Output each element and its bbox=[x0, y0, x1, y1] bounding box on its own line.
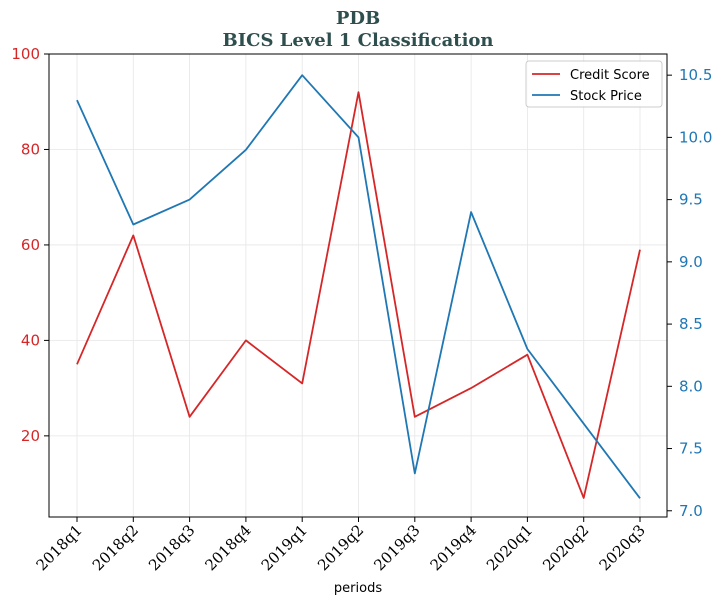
plot-frame bbox=[48, 53, 668, 518]
x-axis-label: periods bbox=[334, 581, 382, 596]
right-tick-label: 9.5 bbox=[679, 191, 703, 209]
x-tick-label: 2020q1 bbox=[483, 521, 536, 574]
right-tick-label: 8.5 bbox=[679, 315, 703, 333]
series-layer bbox=[76, 74, 641, 499]
x-tick-label: 2018q1 bbox=[33, 521, 86, 574]
right-tick-label: 7.0 bbox=[679, 502, 703, 520]
x-tick-label: 2018q2 bbox=[89, 521, 142, 574]
x-tick-label: 2019q3 bbox=[370, 521, 423, 574]
x-tick-label: 2020q2 bbox=[539, 521, 592, 574]
chart-title: PDB bbox=[336, 8, 380, 29]
x-tick-label: 2019q1 bbox=[258, 521, 311, 574]
right-tick-label: 10.5 bbox=[679, 66, 712, 84]
right-tick-label: 10.0 bbox=[679, 128, 712, 146]
axes: 20 40 60 80 100 7.0 7.5 8.0 8.5 9.0 9.5 10.0 10.5 201… bbox=[11, 45, 712, 574]
left-tick-label: 20 bbox=[21, 427, 40, 445]
left-tick-label: 100 bbox=[11, 45, 40, 63]
right-tick-label: 7.5 bbox=[679, 440, 703, 458]
x-tick-label: 2018q3 bbox=[145, 521, 198, 574]
right-tick-label: 8.0 bbox=[679, 377, 703, 395]
left-tick-label: 80 bbox=[21, 140, 40, 158]
legend-label-credit-score: Credit Score bbox=[570, 68, 650, 83]
x-tick-label: 2019q2 bbox=[314, 521, 367, 574]
x-tick-label: 2020q3 bbox=[596, 521, 649, 574]
legend: Credit Score Stock Price bbox=[525, 60, 663, 108]
right-tick-label: 9.0 bbox=[679, 253, 703, 271]
grid bbox=[49, 53, 667, 517]
chart-subtitle: BICS Level 1 Classification bbox=[222, 30, 493, 51]
left-tick-label: 60 bbox=[21, 236, 40, 254]
series-line-stock-price bbox=[76, 74, 641, 499]
series-line-credit-score bbox=[76, 91, 641, 499]
left-tick-label: 40 bbox=[21, 331, 40, 349]
x-tick-label: 2018q4 bbox=[201, 521, 254, 574]
x-tick-label: 2019q4 bbox=[427, 521, 480, 574]
legend-label-stock-price: Stock Price bbox=[570, 89, 642, 104]
